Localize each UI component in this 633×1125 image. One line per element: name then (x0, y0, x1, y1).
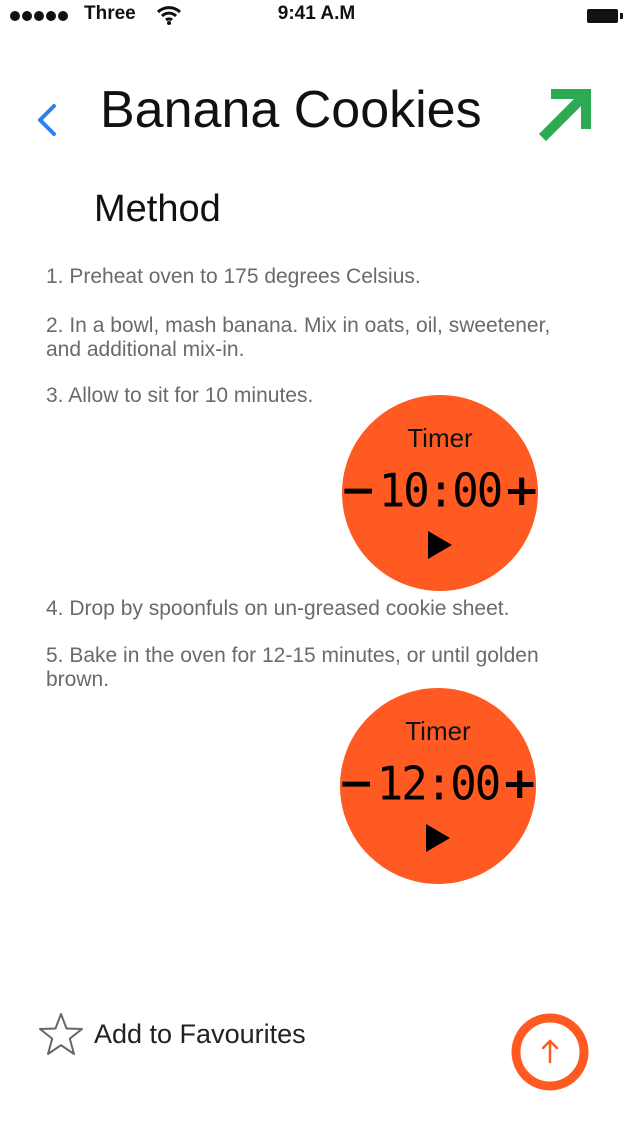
timer-time-display: 10:00 (378, 464, 503, 518)
timer-widget: Timer − 10:00 + (339, 395, 541, 591)
play-icon[interactable] (426, 824, 450, 852)
timer-time-display: 12:00 (376, 757, 501, 811)
scroll-to-top-button[interactable] (510, 1012, 590, 1092)
carrier-name: Three (84, 3, 136, 24)
timer-label: Timer (405, 716, 471, 746)
battery-icon (587, 9, 623, 23)
status-time: 9:41 A.M (277, 3, 356, 24)
star-outline-icon (39, 1013, 83, 1055)
timer-increase-button[interactable]: + (503, 465, 541, 516)
method-step: 5. Bake in the oven for 12-15 minutes, o… (46, 644, 539, 691)
method-step: 2. In a bowl, mash banana. Mix in oats, … (46, 314, 551, 361)
arrow-up-icon (541, 1039, 559, 1064)
timer-decrease-button[interactable]: − (339, 465, 377, 516)
section-title-method: Method (94, 188, 221, 230)
add-to-favourites-button[interactable]: Add to Favourites (38, 1012, 306, 1056)
wifi-icon (156, 6, 182, 25)
share-arrow-icon[interactable] (538, 86, 594, 142)
method-step: 3. Allow to sit for 10 minutes. (46, 384, 314, 407)
timer-widget: Timer − 12:00 + (337, 688, 539, 884)
method-step: 1. Preheat oven to 175 degrees Celsius. (46, 265, 421, 288)
favourites-label: Add to Favourites (94, 1018, 306, 1049)
timer-label: Timer (407, 423, 473, 453)
timer-decrease-button[interactable]: − (337, 758, 375, 809)
page-title: Banana Cookies (100, 81, 482, 139)
signal-strength-icon (10, 11, 68, 21)
back-chevron-icon[interactable] (30, 98, 64, 142)
status-bar: Three 9:41 A.M (0, 0, 633, 30)
method-step: 4. Drop by spoonfuls on un-greased cooki… (46, 597, 510, 620)
play-icon[interactable] (428, 531, 452, 559)
timer-increase-button[interactable]: + (501, 758, 539, 809)
